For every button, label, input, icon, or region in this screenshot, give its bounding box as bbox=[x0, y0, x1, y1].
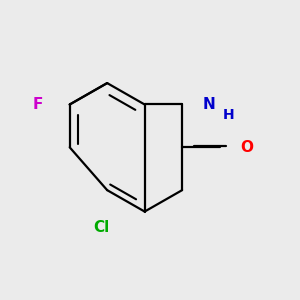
Text: H: H bbox=[223, 108, 235, 122]
Text: F: F bbox=[32, 97, 43, 112]
Text: Cl: Cl bbox=[94, 220, 110, 235]
Text: O: O bbox=[240, 140, 253, 155]
Text: N: N bbox=[202, 97, 215, 112]
